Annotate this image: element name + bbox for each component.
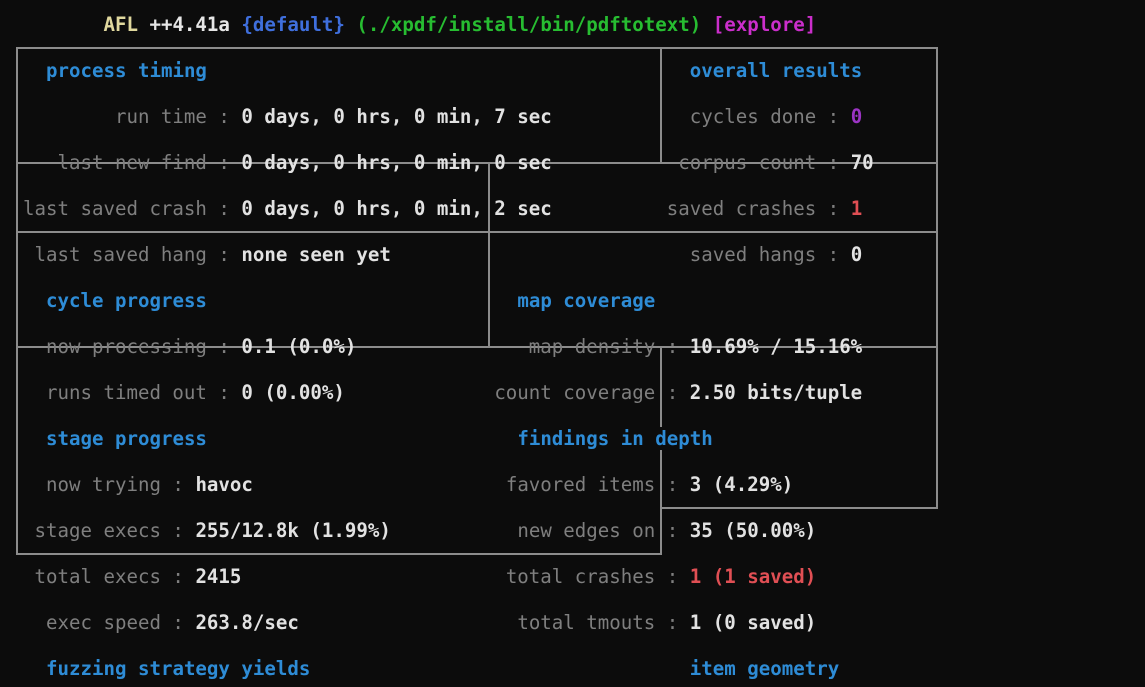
map-density-label: map density : [356,335,690,358]
total-crashes-label: total crashes : [241,565,690,588]
terminal-row-yields-geometry-headers: fuzzing strategy yields item geometry [0,657,931,680]
panel-title-process-timing: process timing [34,59,219,82]
terminal-row-now-trying: now trying : havoc favored items : 3 (4.… [0,473,931,496]
border-left-vertical [16,46,19,555]
border-stage-row-horizontal [16,230,939,233]
total-execs-value: 2415 [195,565,242,588]
terminal-row-last-saved-crash: last saved crash : 0 days, 0 hrs, 0 min,… [0,197,931,220]
border-yields-row-horizontal [16,345,939,348]
terminal-row-now-processing: now processing : 0.1 (0.0%) map density … [0,335,931,358]
panel-title-stage-progress: stage progress [34,427,219,450]
panel-title-cycle-progress: cycle progress [34,289,219,312]
border-results-left-vertical [660,46,663,164]
last-new-find-label: last new find : [0,151,242,174]
cycles-done-label: cycles done : [551,105,851,128]
terminal-row-cycle-map-headers: cycle progress map coverage [0,289,931,312]
spacer [218,59,678,82]
terminal-row-run-time: run time : 0 days, 0 hrs, 0 min, 7 sec c… [0,105,931,128]
border-cycle-row-horizontal [16,161,939,164]
total-crashes-value: 1 (1 saved) [689,565,817,588]
exec-speed-value: 263.8/sec [195,611,299,634]
total-execs-label: total execs : [0,565,196,588]
target-binary: (./xpdf/install/bin/pdftotext) [344,13,702,36]
saved-crashes-label: saved crashes : [551,197,851,220]
runs-timed-out-label: runs timed out : [0,381,242,404]
app-version: ++4.41a [137,13,230,36]
count-coverage-value: 2.50 bits/tuple [689,381,863,404]
terminal-row-title: AFL ++4.41a {default} (./xpdf/install/bi… [0,13,931,36]
app-name: AFL [0,13,138,36]
now-processing-label: now processing : [0,335,242,358]
cycles-done-value: 0 [850,105,863,128]
last-saved-crash-label: last saved crash : [0,197,242,220]
total-tmouts-value: 1 (0 saved) [689,611,817,634]
border-geometry-left-vertical [660,345,663,555]
border-geometry-bottom-horizontal [660,506,939,509]
terminal-row-panel-headers-top: process timing overall results [0,59,931,82]
terminal-row-stage-findings-headers: stage progress findings in depth [0,427,931,450]
terminal-row-total-execs: total execs : 2415 total crashes : 1 (1 … [0,565,931,588]
panel-title-fuzzing-strategy-yields: fuzzing strategy yields [34,657,322,680]
border-right-vertical [936,46,939,509]
run-time-value: 0 days, 0 hrs, 0 min, 7 sec [241,105,552,128]
spacer [0,657,35,680]
border-mid-vertical [487,161,490,348]
stage-execs-value: 255/12.8k (1.99%) [195,519,391,542]
new-edges-on-label: new edges on : [390,519,690,542]
spacer [218,289,505,312]
now-processing-value: 0.1 (0.0%) [241,335,357,358]
exec-speed-label: exec speed : [0,611,196,634]
last-saved-hang-label: last saved hang : [0,243,242,266]
corpus-count-value: 70 [850,151,874,174]
spacer [322,657,678,680]
saved-crashes-value: 1 [850,197,863,220]
favored-items-value: 3 (4.29%) [689,473,794,496]
last-saved-hang-value: none seen yet [241,243,391,266]
border-bottom-horizontal [16,552,663,555]
terminal-row-exec-speed: exec speed : 263.8/sec total tmouts : 1 … [0,611,931,634]
spacer [0,289,35,312]
panel-title-overall-results: overall results [678,59,874,82]
terminal-grid: AFL ++4.41a {default} (./xpdf/install/bi… [0,13,931,680]
corpus-count-label: corpus count : [551,151,851,174]
now-trying-label: now trying : [0,473,196,496]
terminal-row-stage-execs: stage execs : 255/12.8k (1.99%) new edge… [0,519,931,542]
terminal-row-runs-timed-out: runs timed out : 0 (0.00%) count coverag… [0,381,931,404]
spacer [218,427,505,450]
instance-name: {default} [229,13,345,36]
spacer [0,59,35,82]
total-tmouts-label: total tmouts : [298,611,690,634]
runs-timed-out-value: 0 (0.00%) [241,381,345,404]
border-top-horizontal [16,46,939,49]
spacer [0,427,35,450]
terminal-row-last-saved-hang: last saved hang : none seen yet saved ha… [0,243,931,266]
now-trying-value: havoc [195,473,253,496]
new-edges-on-value: 35 (50.00%) [689,519,817,542]
terminal-row-last-new-find: last new find : 0 days, 0 hrs, 0 min, 0 … [0,151,931,174]
saved-hangs-value: 0 [850,243,863,266]
panel-title-map-coverage: map coverage [505,289,656,312]
last-new-find-value: 0 days, 0 hrs, 0 min, 0 sec [241,151,552,174]
saved-hangs-label: saved hangs : [390,243,851,266]
count-coverage-label: count coverage : [344,381,690,404]
panel-title-item-geometry: item geometry [678,657,851,680]
stage-execs-label: stage execs : [0,519,196,542]
map-density-value: 10.69% / 15.16% [689,335,863,358]
run-time-label: run time : [0,105,242,128]
last-saved-crash-value: 0 days, 0 hrs, 0 min, 2 sec [241,197,552,220]
panel-title-findings-in-depth: findings in depth [505,427,725,450]
favored-items-label: favored items : [252,473,690,496]
power-schedule: [explore] [701,13,817,36]
